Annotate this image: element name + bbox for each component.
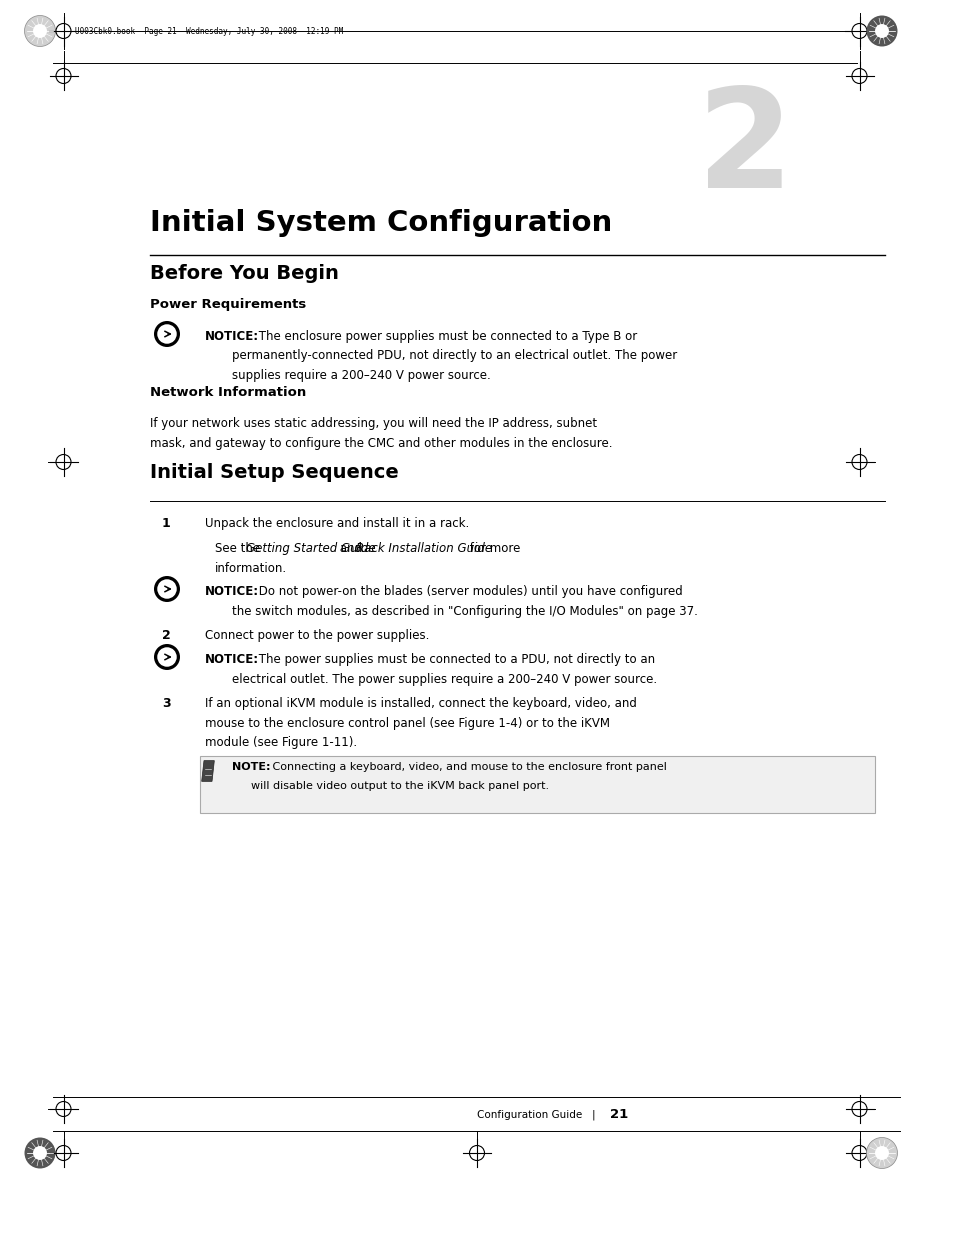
Text: Power Requirements: Power Requirements	[150, 299, 306, 311]
Circle shape	[865, 1137, 897, 1168]
Text: Getting Started Guide: Getting Started Guide	[246, 542, 375, 555]
Text: electrical outlet. The power supplies require a 200–240 V power source.: electrical outlet. The power supplies re…	[232, 673, 656, 685]
Text: Configuration Guide: Configuration Guide	[476, 1110, 581, 1120]
Circle shape	[157, 647, 176, 667]
Polygon shape	[201, 761, 214, 782]
Text: NOTICE:: NOTICE:	[205, 585, 259, 598]
Circle shape	[874, 1146, 888, 1160]
Text: NOTICE:: NOTICE:	[205, 653, 259, 666]
Circle shape	[153, 321, 180, 347]
FancyBboxPatch shape	[200, 756, 874, 813]
Text: 3: 3	[162, 697, 171, 710]
Text: Initial System Configuration: Initial System Configuration	[150, 209, 612, 237]
Text: mouse to the enclosure control panel (see Figure 1-4) or to the iKVM: mouse to the enclosure control panel (se…	[205, 716, 609, 730]
Circle shape	[25, 16, 55, 47]
Circle shape	[33, 1146, 47, 1160]
Circle shape	[153, 643, 180, 671]
Text: 21: 21	[609, 1109, 628, 1121]
Circle shape	[157, 325, 176, 343]
Text: 2: 2	[162, 629, 171, 642]
Text: 1: 1	[162, 517, 171, 530]
Text: U003Cbk0.book  Page 21  Wednesday, July 30, 2008  12:19 PM: U003Cbk0.book Page 21 Wednesday, July 30…	[75, 26, 343, 36]
Text: mask, and gateway to configure the CMC and other modules in the enclosure.: mask, and gateway to configure the CMC a…	[150, 436, 612, 450]
Text: module (see Figure 1-11).: module (see Figure 1-11).	[205, 736, 356, 748]
Text: Connecting a keyboard, video, and mouse to the enclosure front panel: Connecting a keyboard, video, and mouse …	[269, 762, 666, 772]
Text: permanently-connected PDU, not directly to an electrical outlet. The power: permanently-connected PDU, not directly …	[232, 350, 676, 363]
Text: The power supplies must be connected to a PDU, not directly to an: The power supplies must be connected to …	[254, 653, 655, 666]
Circle shape	[153, 576, 180, 601]
Text: information.: information.	[214, 562, 287, 574]
Text: |: |	[591, 1110, 594, 1120]
Circle shape	[874, 23, 888, 38]
Text: If your network uses static addressing, you will need the IP address, subnet: If your network uses static addressing, …	[150, 417, 597, 430]
Circle shape	[157, 579, 176, 599]
Text: Connect power to the power supplies.: Connect power to the power supplies.	[205, 629, 429, 642]
Text: and: and	[335, 542, 365, 555]
Text: will disable video output to the iKVM back panel port.: will disable video output to the iKVM ba…	[251, 781, 549, 790]
Text: If an optional iKVM module is installed, connect the keyboard, video, and: If an optional iKVM module is installed,…	[205, 697, 637, 710]
Text: See the: See the	[214, 542, 264, 555]
Text: supplies require a 200–240 V power source.: supplies require a 200–240 V power sourc…	[232, 369, 490, 382]
Text: NOTICE:: NOTICE:	[205, 330, 259, 343]
Text: the switch modules, as described in "Configuring the I/O Modules" on page 37.: the switch modules, as described in "Con…	[232, 604, 697, 618]
Text: Rack Installation Guide: Rack Installation Guide	[355, 542, 492, 555]
Text: The enclosure power supplies must be connected to a Type B or: The enclosure power supplies must be con…	[254, 330, 637, 343]
Text: Unpack the enclosure and install it in a rack.: Unpack the enclosure and install it in a…	[205, 517, 469, 530]
Text: Network Information: Network Information	[150, 385, 306, 399]
Circle shape	[33, 23, 47, 38]
Circle shape	[25, 1137, 55, 1168]
Text: Before You Begin: Before You Begin	[150, 263, 338, 283]
Text: 2: 2	[696, 83, 793, 217]
Text: Initial Setup Sequence: Initial Setup Sequence	[150, 463, 398, 483]
Circle shape	[865, 16, 897, 47]
Text: NOTE:: NOTE:	[233, 762, 271, 772]
Text: Do not power-on the blades (server modules) until you have configured: Do not power-on the blades (server modul…	[254, 585, 682, 598]
Text: for more: for more	[465, 542, 519, 555]
